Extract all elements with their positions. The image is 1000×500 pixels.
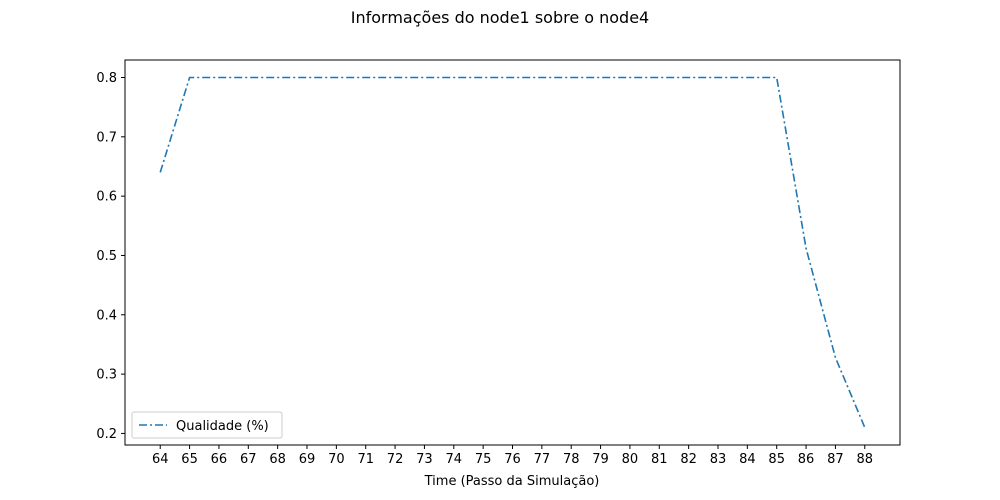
x-tick-label: 73 [416,452,433,467]
y-tick-label: 0.8 [96,71,117,86]
x-tick-label: 79 [592,452,609,467]
x-tick-label: 65 [181,452,198,467]
x-axis-label: Time (Passo da Simulação) [424,474,600,489]
y-tick-label: 0.4 [96,308,117,323]
x-tick-label: 88 [856,452,873,467]
x-tick-label: 64 [152,452,169,467]
x-tick-label: 68 [269,452,286,467]
y-tick-label: 0.2 [96,427,117,442]
x-tick-label: 66 [211,452,228,467]
x-tick-label: 70 [328,452,345,467]
chart-title: Informações do node1 sobre o node4 [351,8,649,27]
y-tick-label: 0.5 [96,249,117,264]
x-tick-label: 75 [475,452,492,467]
y-tick-label: 0.6 [96,190,117,205]
x-tick-label: 83 [710,452,727,467]
x-tick-label: 82 [680,452,697,467]
x-tick-label: 81 [651,452,668,467]
y-tick-label: 0.7 [96,130,117,145]
x-tick-label: 77 [534,452,551,467]
series-line-0 [159,76,866,428]
x-tick-label: 76 [504,452,521,467]
plot-area: 64 65 66 67 68 69 70 71 72 73 74 75 76 77 78 79 80 81 82 83… [96,59,901,467]
x-tick-label: 84 [739,452,756,467]
y-tick-label: 0.3 [96,368,117,383]
x-tick-label: 86 [798,452,815,467]
x-tick-label: 67 [240,452,257,467]
x-tick-label: 87 [827,452,844,467]
x-tick-label: 74 [446,452,463,467]
x-tick-label: 69 [299,452,316,467]
legend-label-qualidade: Qualidade (%) [176,419,269,434]
x-tick-label: 85 [768,452,785,467]
x-tick-label: 78 [563,452,580,467]
x-tick-label: 80 [622,452,639,467]
x-tick-label: 72 [387,452,404,467]
x-tick-label: 71 [357,452,374,467]
legend: Qualidade (%) [131,411,283,439]
legend-box [131,411,283,439]
